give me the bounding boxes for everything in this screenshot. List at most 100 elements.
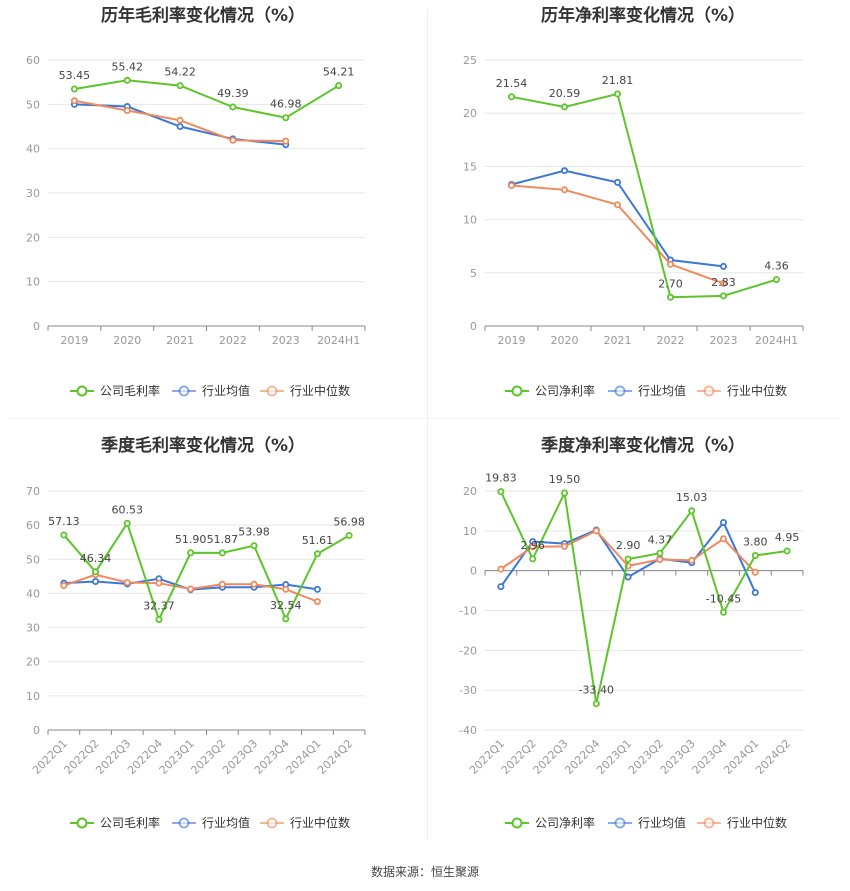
- y-tick-label: 40: [26, 587, 40, 600]
- annual-gross-margin-chart: 历年毛利率变化情况（%） 0 10 20 30 40 50 60 2019 2020 2021 202…: [26, 5, 366, 398]
- data-label: 49.39: [217, 87, 249, 100]
- legend-label: 行业中位数: [290, 815, 350, 830]
- data-point-median: [70, 97, 78, 105]
- data-point-company: [187, 549, 195, 557]
- data-point-median: [176, 116, 184, 124]
- data-label: 4.37: [648, 533, 673, 546]
- y-tick-label: 50: [26, 553, 40, 566]
- legend-item-median[interactable]: 行业中位数: [697, 383, 787, 398]
- data-label: 2.96: [520, 539, 545, 552]
- data-point-company: [60, 531, 68, 539]
- x-tick-label: 2024H1: [317, 334, 360, 347]
- y-tick-label: 30: [26, 187, 40, 200]
- data-point-company: [92, 568, 100, 576]
- data-point-company: [613, 90, 621, 98]
- data-point-median: [250, 580, 258, 588]
- x-tick-label: 2023: [272, 334, 300, 347]
- legend-item-avg[interactable]: 行业均值: [608, 815, 686, 830]
- y-tick-label: -40: [459, 724, 477, 737]
- legend-item-median[interactable]: 行业中位数: [260, 383, 350, 398]
- y-tick-label: 25: [463, 54, 477, 67]
- y-tick-label: 10: [26, 276, 40, 289]
- x-tick-label: 2022: [657, 334, 685, 347]
- y-tick-label: 20: [26, 656, 40, 669]
- legend-label: 行业均值: [202, 815, 250, 830]
- chart-title: 历年净利率变化情况（%）: [541, 5, 745, 26]
- data-point-median: [688, 556, 696, 564]
- data-point-company: [508, 93, 516, 101]
- y-tick-label: 5: [470, 267, 477, 280]
- data-label: -33.40: [579, 684, 614, 697]
- data-point-company: [560, 489, 568, 497]
- data-point-company: [345, 531, 353, 539]
- y-tick-label: 10: [463, 214, 477, 227]
- legend-swatch-marker: [178, 385, 190, 397]
- data-point-median: [123, 107, 131, 115]
- vertical-divider: [427, 10, 428, 840]
- legend-item-avg[interactable]: 行业均值: [172, 383, 250, 398]
- data-point-company: [751, 552, 759, 560]
- data-label: 3.80: [743, 536, 768, 549]
- data-label: 57.13: [48, 515, 80, 528]
- y-tick-label: 60: [26, 519, 40, 532]
- data-point-company: [783, 547, 791, 555]
- data-point-avg: [560, 167, 568, 175]
- legend-item-company[interactable]: 公司净利率: [505, 815, 595, 830]
- data-point-company: [719, 608, 727, 616]
- data-point-company: [250, 542, 258, 550]
- legend-item-median[interactable]: 行业中位数: [697, 815, 787, 830]
- data-point-company: [218, 549, 226, 557]
- legend-item-company[interactable]: 公司毛利率: [70, 383, 160, 398]
- legend-label: 行业均值: [638, 815, 686, 830]
- y-tick-label: 70: [26, 485, 40, 498]
- data-point-avg: [624, 573, 632, 581]
- data-point-company: [560, 103, 568, 111]
- series-line-median: [511, 184, 724, 285]
- legend-item-avg[interactable]: 行业均值: [172, 815, 250, 830]
- data-point-median: [560, 186, 568, 194]
- legend-swatch-marker: [614, 385, 626, 397]
- chart-title: 季度净利率变化情况（%）: [541, 435, 745, 456]
- y-tick-label: 30: [26, 622, 40, 635]
- data-point-company: [229, 103, 237, 111]
- data-point-median: [497, 565, 505, 573]
- x-tick-label: 2023: [710, 334, 738, 347]
- legend-item-company[interactable]: 公司净利率: [505, 383, 595, 398]
- data-point-median: [187, 585, 195, 593]
- y-tick-label: 60: [26, 54, 40, 67]
- data-point-avg: [313, 585, 321, 593]
- x-tick-label: 2021: [604, 334, 632, 347]
- data-point-company: [123, 519, 131, 527]
- data-point-company: [70, 85, 78, 93]
- data-label: 19.50: [549, 473, 581, 486]
- y-tick-label: -20: [459, 644, 477, 657]
- series-line-company: [499, 489, 788, 704]
- chart-title: 季度毛利率变化情况（%）: [101, 435, 305, 456]
- data-point-company: [624, 555, 632, 563]
- data-label: 4.36: [764, 260, 789, 273]
- y-tick-label: 50: [26, 98, 40, 111]
- data-source-note: 数据来源：恒生聚源: [370, 865, 479, 879]
- legend-swatch-marker: [266, 817, 278, 829]
- legend-item-avg[interactable]: 行业均值: [608, 383, 686, 398]
- y-tick-label: 10: [463, 525, 477, 538]
- data-point-median: [218, 580, 226, 588]
- x-tick-label: 2024H1: [755, 334, 798, 347]
- legend-item-median[interactable]: 行业中位数: [260, 815, 350, 830]
- chart-title: 历年毛利率变化情况（%）: [101, 5, 305, 26]
- data-point-median: [560, 542, 568, 550]
- data-point-company: [155, 615, 163, 623]
- data-label: 54.21: [323, 66, 355, 79]
- x-tick-label: 2022: [219, 334, 247, 347]
- y-tick-label: 20: [26, 231, 40, 244]
- data-point-avg: [613, 178, 621, 186]
- legend-swatch-marker: [703, 385, 715, 397]
- y-tick-label: 0: [33, 724, 40, 737]
- y-tick-label: 20: [463, 485, 477, 498]
- data-point-company: [123, 76, 131, 84]
- data-label: 56.98: [333, 515, 365, 528]
- legend-item-company[interactable]: 公司毛利率: [70, 815, 160, 830]
- x-tick-label: 2020: [551, 334, 579, 347]
- data-point-avg: [176, 123, 184, 131]
- data-point-median: [666, 260, 674, 268]
